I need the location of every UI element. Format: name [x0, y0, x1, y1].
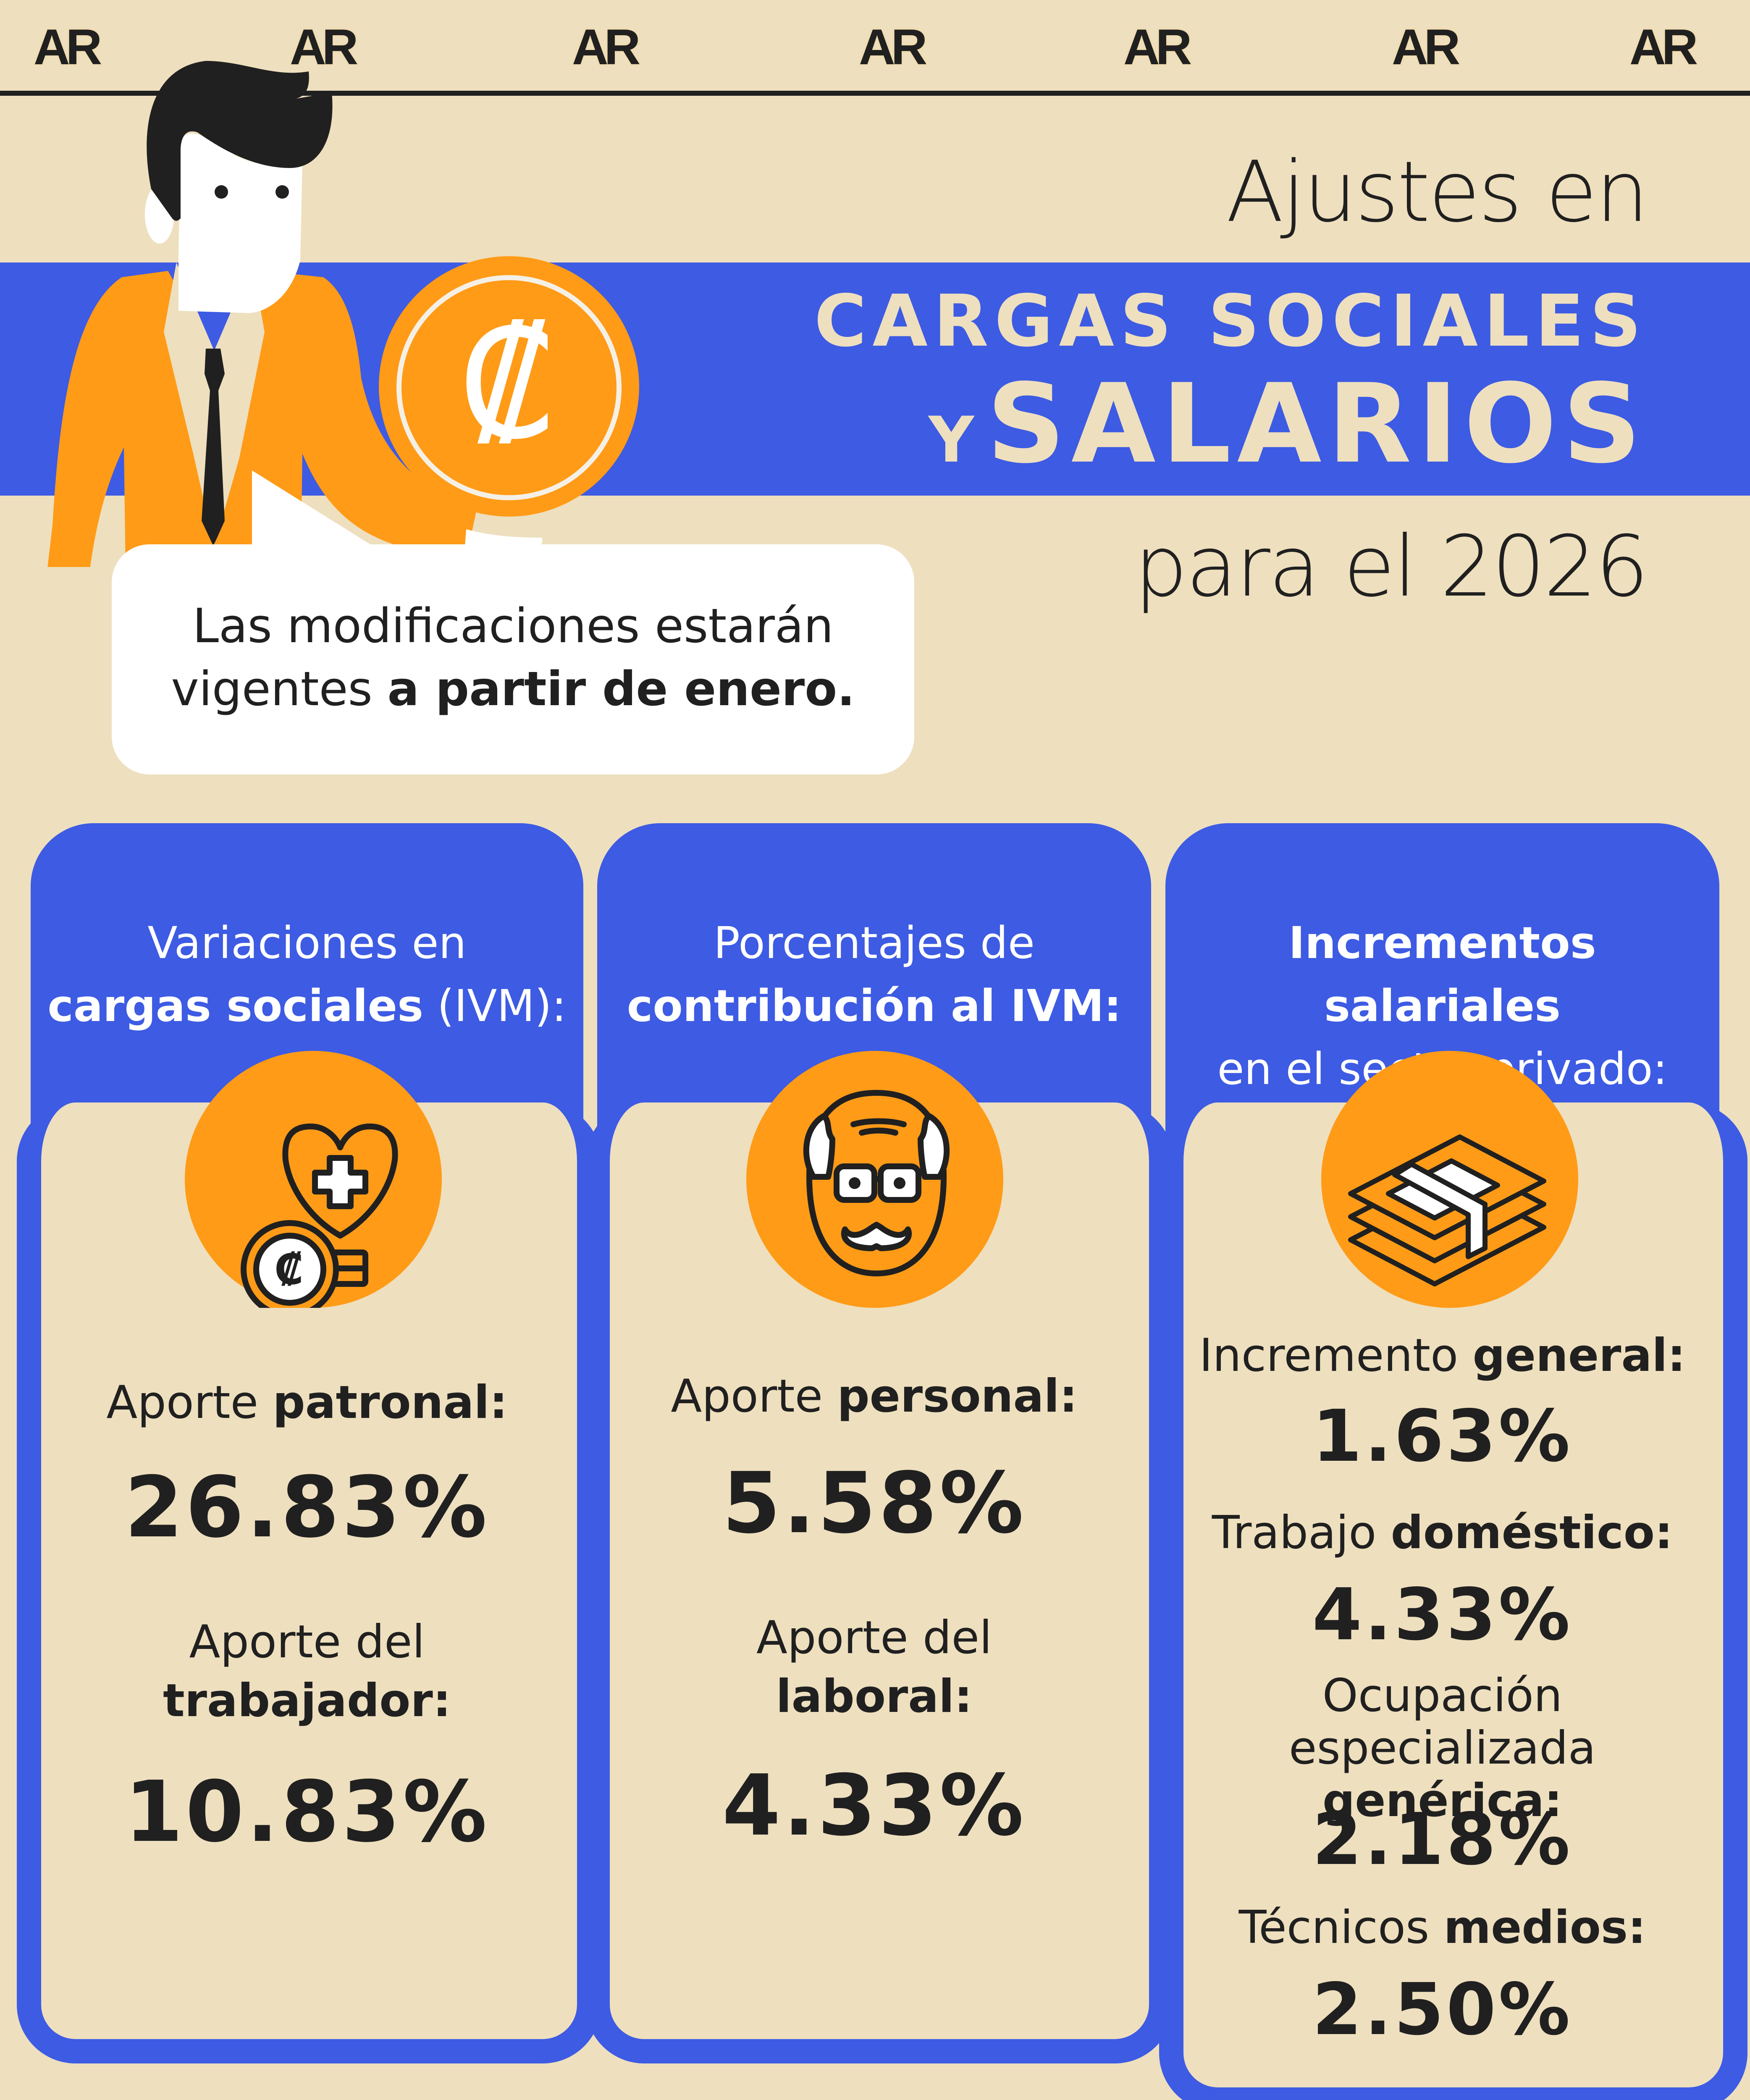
title-year: para el 2026 — [1134, 518, 1649, 616]
col1-label-trabajador: Aporte del trabajador: — [163, 1616, 451, 1727]
col3-value-tecnicos: 2.50% — [1312, 1968, 1573, 2051]
col2-value-laboral: 4.33% — [722, 1757, 1026, 1855]
col2-label-personal: Aporte personal: — [671, 1370, 1078, 1423]
col3-label-general: Incremento general: — [1199, 1329, 1686, 1382]
col3-value-domestico: 4.33% — [1312, 1573, 1573, 1656]
col3-label-tecnicos: Técnicos medios: — [1238, 1901, 1646, 1954]
brand-logo: AR — [34, 19, 102, 75]
column-2-icon-circle — [746, 1051, 1003, 1308]
bubble-line-1: Las modificaciones estarán — [192, 599, 834, 654]
col1-label-patronal: Aporte patronal: — [106, 1376, 508, 1429]
col3-label-domestico: Trabajo doméstico: — [1212, 1507, 1673, 1559]
column-1-icon-circle: ₡ — [185, 1051, 442, 1318]
title-salarios: Y SALARIOS — [929, 370, 1647, 479]
col3-value-generica: 2.18% — [1312, 1798, 1573, 1881]
col2-label-laboral: Aporte del laboral: — [756, 1612, 992, 1723]
money-stack-icon — [1348, 1134, 1546, 1286]
info-bubble: Las modificaciones estarán vigentes a pa… — [112, 544, 914, 774]
brand-logo: AR — [859, 19, 927, 75]
businessman-illustration: ₡ — [47, 61, 639, 567]
column-3-icon-circle — [1321, 1051, 1578, 1308]
title-y: Y — [928, 404, 974, 477]
bubble-text: Las modificaciones estarán vigentes a pa… — [112, 595, 914, 721]
svg-text:₡: ₡ — [274, 1245, 304, 1294]
title-line-ajustes: Ajustes en — [1226, 143, 1649, 241]
brand-logo: AR — [572, 19, 640, 75]
brand-logo: AR — [1629, 19, 1698, 75]
elderly-man-icon — [803, 1090, 950, 1276]
heart-coins-icon: ₡ — [241, 1124, 398, 1318]
bubble-line-2: vigentes a partir de enero. — [171, 662, 855, 717]
title-salarios-word: SALARIOS — [987, 361, 1647, 488]
title-cargas-sociales: CARGAS SOCIALES — [814, 280, 1647, 363]
column-1-title: Variaciones en cargas sociales (IVM): — [47, 917, 567, 1032]
bubble-tail — [252, 470, 386, 554]
brand-logo: AR — [1392, 19, 1460, 75]
col1-value-patronal: 26.83% — [124, 1459, 490, 1557]
column-2-title: Porcentajes de contribución al IVM: — [627, 917, 1122, 1032]
brand-logo: AR — [290, 19, 358, 75]
col1-value-trabajador: 10.83% — [124, 1763, 490, 1861]
col3-value-general: 1.63% — [1312, 1395, 1573, 1478]
colon-symbol: ₡ — [458, 297, 554, 472]
top-divider — [0, 91, 1750, 96]
brand-logo: AR — [1123, 19, 1192, 75]
col3-label-generica: Ocupación especializada genérica: — [1289, 1670, 1596, 1827]
col2-value-personal: 5.58% — [722, 1454, 1026, 1552]
